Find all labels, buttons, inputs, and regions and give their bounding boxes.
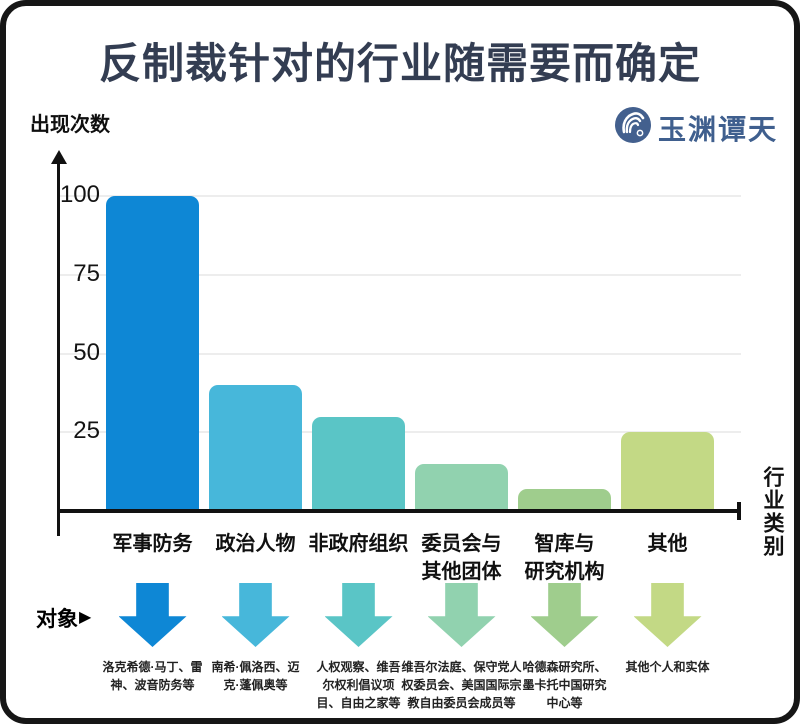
target-label-text: 对象 (36, 608, 78, 631)
x-category-label: 委员会与 其他团体 (421, 533, 502, 583)
y-axis (57, 164, 60, 536)
x-axis-end-cap (737, 502, 741, 520)
y-tick-label-25: 25 (73, 417, 100, 445)
gridline-100 (60, 195, 741, 197)
bar-军事防务 (106, 196, 199, 511)
wave-logo-icon (614, 106, 652, 149)
target-description: 人权观察、维吾尔权利倡议项目、自由之家等 (316, 660, 401, 710)
target-description: 洛克希德·马丁、雷神、波音防务等 (102, 660, 203, 692)
y-tick-label-50: 50 (73, 338, 100, 366)
x-category-label: 政治人物 (215, 533, 296, 555)
gridline-75 (60, 273, 741, 276)
y-axis-arrow-icon (51, 150, 67, 164)
down-arrow-icon (633, 583, 702, 647)
x-axis (57, 509, 741, 513)
down-arrow-icon (221, 583, 290, 647)
target-description: 南希·佩洛西、迈克·蓬佩奥等 (211, 660, 300, 692)
target-description: 维吾尔法庭、保守党人权委员会、美国国际宗教自由委员会成员等 (401, 660, 522, 710)
bar-政治人物 (209, 385, 302, 511)
bar-智库与研究机构 (518, 488, 611, 511)
x-axis-title: 行业类别 (761, 466, 784, 558)
bar-委员会与其他团体 (415, 463, 508, 511)
x-category-label: 军事防务 (112, 533, 193, 555)
x-category-label: 智库与 研究机构 (524, 533, 605, 583)
down-arrow-icon (427, 583, 496, 647)
down-arrow-icon (324, 583, 393, 647)
x-category-label: 非政府组织 (308, 533, 409, 555)
bar-非政府组织 (312, 416, 405, 511)
brand-name: 玉渊谭天 (657, 114, 778, 146)
gridline-50 (60, 352, 741, 355)
down-arrow-icon (530, 583, 599, 647)
target-description: 哈德森研究所、墨卡托中国研究中心等 (522, 660, 607, 710)
target-row-label: 对象 ▶ (36, 603, 91, 633)
x-category-label: 其他 (647, 533, 688, 555)
down-arrow-icon (118, 583, 187, 647)
y-axis-title: 出现次数 (30, 114, 110, 136)
right-pointer-icon: ▶ (79, 609, 92, 626)
y-tick-label-100: 100 (59, 181, 100, 208)
bar-其他 (621, 432, 714, 511)
brand-logo: 玉渊谭天 (614, 106, 778, 149)
target-description: 其他个人和实体 (625, 660, 710, 674)
page-title: 反制裁针对的行业随需要而确定 (98, 40, 701, 87)
y-tick-label-75: 75 (73, 259, 100, 287)
